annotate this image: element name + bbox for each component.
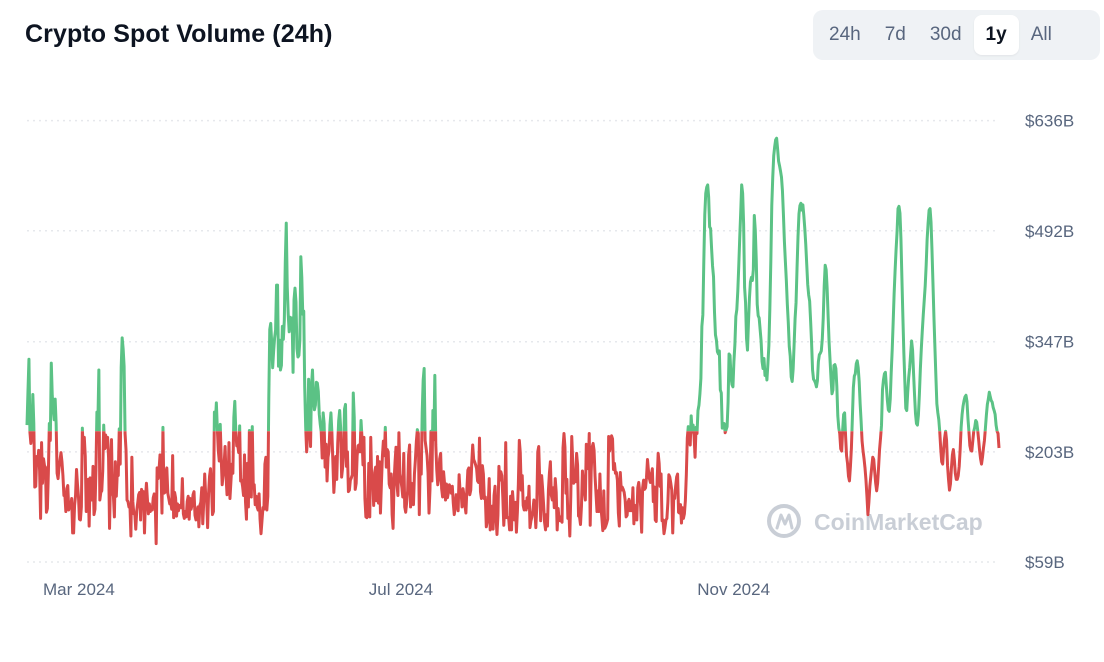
coinmarketcap-watermark: CoinMarketCap [767, 504, 983, 538]
range-24h-button[interactable]: 24h [829, 24, 861, 45]
volume-line-below-baseline [28, 431, 1001, 546]
range-1y-button[interactable]: 1y [973, 15, 1019, 55]
y-tick-label: $59B [1025, 553, 1065, 572]
x-tick-label: Mar 2024 [43, 580, 115, 599]
volume-line-above-baseline [25, 136, 999, 432]
range-7d-button[interactable]: 7d [884, 24, 906, 45]
range-all-button[interactable]: All [1030, 24, 1052, 45]
x-tick-label: Jul 2024 [369, 580, 433, 599]
time-range-selector: 24h 7d 30d 1y All [813, 10, 1100, 60]
y-tick-label: $636B [1025, 112, 1074, 131]
volume-series [25, 136, 1001, 546]
grid-lines [27, 119, 999, 563]
y-tick-label: $203B [1025, 443, 1074, 462]
x-tick-label: Nov 2024 [697, 580, 770, 599]
y-tick-label: $347B [1025, 333, 1074, 352]
range-30d-button[interactable]: 30d [929, 24, 962, 45]
chart-title: Crypto Spot Volume (24h) [25, 20, 333, 48]
coinmarketcap-logo-icon [767, 504, 801, 538]
y-tick-label: $492B [1025, 222, 1074, 241]
coinmarketcap-logo-mark [775, 513, 794, 530]
watermark-text: CoinMarketCap [814, 509, 983, 535]
